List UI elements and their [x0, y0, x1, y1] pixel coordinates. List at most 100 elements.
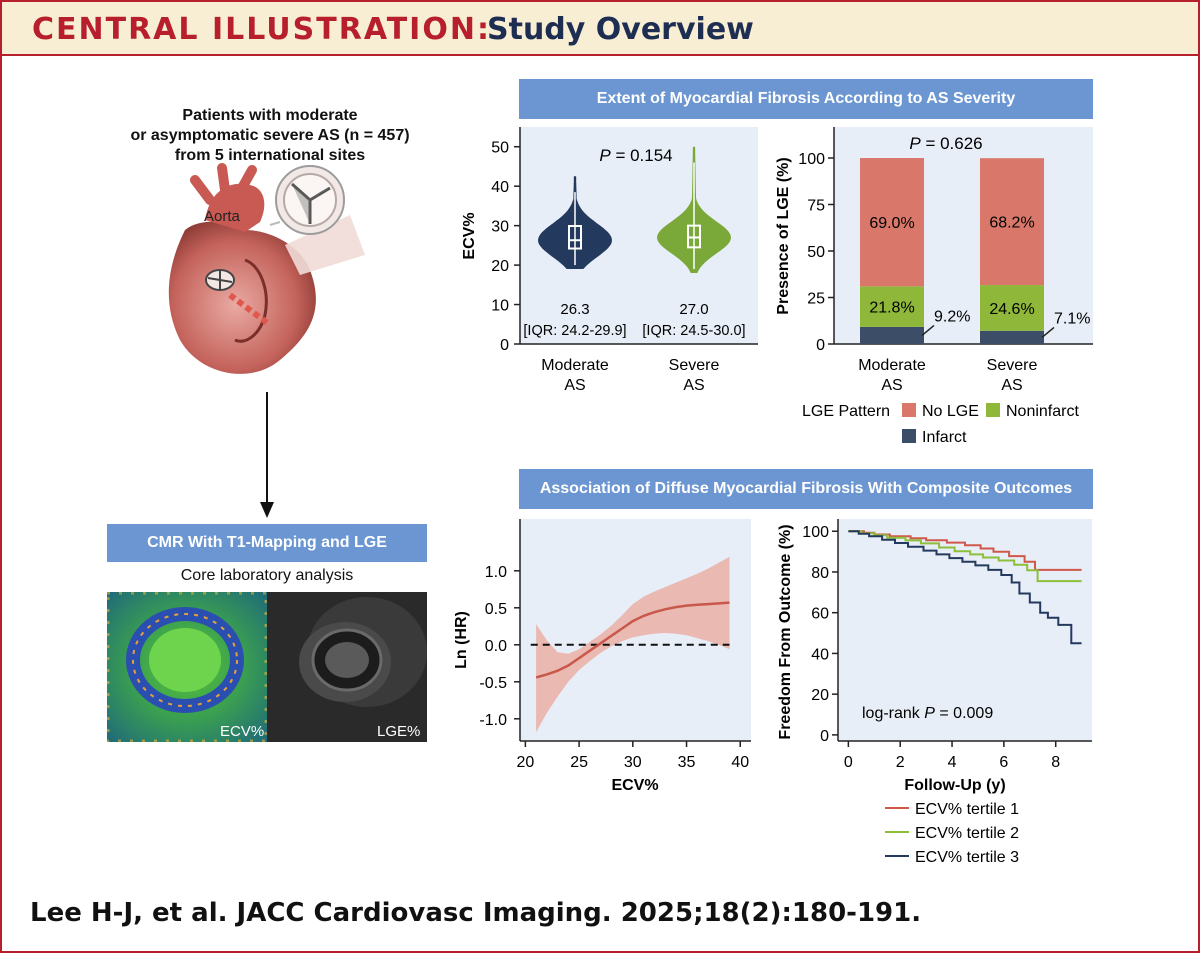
lge-image-label: LGE% — [377, 723, 420, 740]
patients-line-1: Patients with moderate — [182, 107, 358, 124]
lge-image: LGE% — [267, 592, 427, 742]
legend-swatch-no-lge — [902, 403, 916, 417]
violin-x-label-moderate-2: AS — [564, 377, 585, 394]
violin-x-label-severe-2: AS — [683, 377, 704, 394]
lge-y-tick-label: 25 — [807, 291, 825, 308]
spline-y-tick-label: -1.0 — [479, 712, 507, 729]
lge-x-label-severe-2: AS — [1001, 377, 1022, 394]
violin-p-value: P = 0.154 — [599, 146, 672, 165]
violin-x-label-severe-1: Severe — [669, 357, 720, 374]
violin-iqr-box — [568, 225, 582, 250]
km-legend-label-1: ECV% tertile 1 — [915, 801, 1019, 818]
spline-y-tick-label: 0.0 — [485, 638, 507, 655]
lge-bar-label-no-lge: 68.2% — [989, 215, 1034, 232]
lge-stacked-bar-chart: 0 25 50 75 100 Presence of LGE (%) P = 0.626… — [775, 127, 1093, 446]
heart-illustration: Aorta — [168, 163, 365, 374]
violin-iqr-label: [IQR: 24.5-30.0] — [642, 323, 745, 339]
spline-y-tick-label: -0.5 — [479, 675, 507, 692]
lge-y-tick-label: 100 — [798, 151, 825, 168]
km-y-tick-label: 40 — [811, 646, 829, 663]
legend-label-no-lge: No LGE — [922, 403, 979, 420]
km-y-tick-label: 60 — [811, 606, 829, 623]
lge-y-tick-label: 75 — [807, 198, 825, 215]
km-y-tick-label: 80 — [811, 565, 829, 582]
spline-x-tick-label: 35 — [678, 754, 696, 771]
violin-y-tick-label: 20 — [491, 258, 509, 275]
legend-label-infarct: Infarct — [922, 429, 967, 446]
lge-legend-title: LGE Pattern — [802, 403, 890, 420]
violin-y-tick-label: 50 — [491, 140, 509, 157]
spline-x-tick-label: 30 — [624, 754, 642, 771]
lge-bar-severe-infarct — [980, 330, 1044, 344]
lge-bar-severe-noninfarct — [980, 285, 1044, 331]
bottom-banner: Association of Diffuse Myocardial Fibros… — [519, 469, 1093, 509]
violin-median-label: 27.0 — [679, 301, 708, 318]
cmr-banner: CMR With T1-Mapping and LGE — [107, 524, 427, 562]
lge-y-tick-label: 50 — [807, 244, 825, 261]
lge-infarct-callout-line — [1041, 326, 1055, 338]
header-title: Study Overview — [487, 12, 754, 47]
patients-description: Patients with moderate or asymptomatic s… — [100, 106, 440, 166]
ecv-violin-chart: 0 10 20 30 40 50 ECV% P = 0.154 26.3 [IQR: 24.… — [461, 127, 758, 394]
km-x-label: Follow-Up (y) — [904, 777, 1005, 794]
legend-swatch-infarct — [902, 429, 916, 443]
patients-line-3: from 5 international sites — [174, 147, 366, 164]
spline-hr-line — [535, 601, 730, 679]
spline-x-tick-label: 25 — [570, 754, 588, 771]
km-x-tick-label: 4 — [948, 754, 957, 771]
lge-y-tick-label: 0 — [816, 337, 825, 354]
spline-confidence-band — [536, 556, 730, 733]
valve-callout-line — [269, 221, 281, 226]
km-x-tick-label: 8 — [1051, 754, 1060, 771]
violin-y-tick-label: 30 — [491, 219, 509, 236]
lge-p-value: P = 0.626 — [909, 134, 982, 153]
lge-bar-label-no-lge: 69.0% — [869, 215, 914, 232]
violin-y-tick-label: 0 — [500, 337, 509, 354]
spline-y-tick-label: 1.0 — [485, 564, 507, 581]
km-y-tick-label: 100 — [802, 524, 829, 541]
spline-x-label: ECV% — [611, 777, 658, 794]
km-log-rank: log-rank P = 0.009 — [862, 705, 993, 722]
lge-infarct-label: 7.1% — [1054, 310, 1090, 327]
lge-infarct-callout-line — [921, 324, 935, 337]
spline-x-tick-label: 20 — [516, 754, 534, 771]
citation: Lee H-J, et al. JACC Cardiovasc Imaging.… — [30, 898, 922, 928]
lge-bar-moderate-infarct — [860, 326, 924, 344]
top-banner: Extent of Myocardial Fibrosis According … — [519, 79, 1093, 119]
ecv-hr-spline-chart: 20 25 30 35 40 -1.0 -0.5 0.0 0.5 1.0 Ln (HR) ECV% — [455, 519, 751, 794]
lge-bar-moderate-no-lge — [860, 158, 924, 287]
lge-x-label-severe-1: Severe — [987, 357, 1038, 374]
violin-x-label-moderate-1: Moderate — [541, 357, 609, 374]
core-lab-text: Core laboratory analysis — [180, 567, 354, 584]
flow-arrow — [260, 392, 274, 518]
legend-label-noninfarct: Noninfarct — [1006, 403, 1079, 420]
header-label: CENTRAL ILLUSTRATION: — [32, 12, 491, 47]
heart-body — [168, 163, 365, 374]
lge-bar-moderate-noninfarct — [860, 286, 924, 327]
km-legend-label-3: ECV% tertile 3 — [915, 849, 1019, 866]
violin-median-label: 26.3 — [560, 301, 589, 318]
lge-y-label: Presence of LGE (%) — [775, 157, 792, 314]
patients-line-2: or asymptomatic severe AS (n = 457) — [130, 127, 410, 144]
header-bar: CENTRAL ILLUSTRATION: Study Overview — [2, 2, 1198, 56]
spline-y-tick-label: 0.5 — [485, 601, 507, 618]
km-curve-tertile-3 — [848, 530, 1082, 645]
violin-y-tick-label: 40 — [491, 179, 509, 196]
ecv-image-label: ECV% — [220, 723, 264, 740]
ecv-map-image: ECV% — [107, 592, 267, 742]
km-y-label: Freedom From Outcome (%) — [777, 524, 794, 739]
km-x-tick-label: 6 — [999, 754, 1008, 771]
km-x-tick-label: 2 — [896, 754, 905, 771]
lge-x-label-moderate-2: AS — [881, 377, 902, 394]
aortic-valve-inset — [275, 165, 345, 235]
lge-x-label-moderate-1: Moderate — [858, 357, 926, 374]
aorta-label: Aorta — [204, 208, 241, 225]
violin-y-tick-label: 10 — [491, 298, 509, 315]
spline-x-tick-label: 40 — [731, 754, 749, 771]
km-y-tick-label: 0 — [820, 728, 829, 745]
km-plot-area — [838, 519, 1092, 741]
spline-y-label: Ln (HR) — [455, 611, 470, 669]
lge-legend: LGE Pattern No LGE Noninfarct Infarct — [802, 403, 1079, 446]
